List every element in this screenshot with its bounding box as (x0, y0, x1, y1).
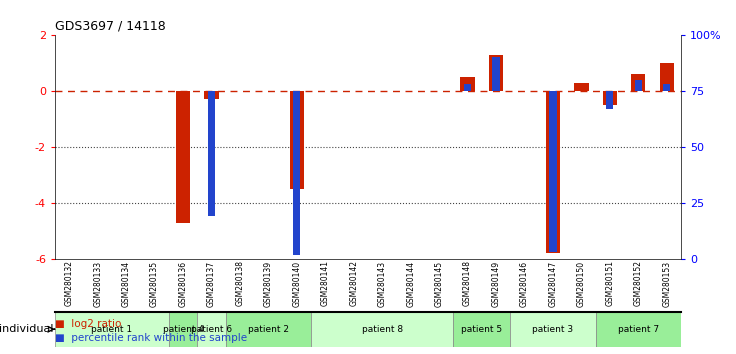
Bar (595, 312, 681, 347)
Bar (659, 63, 674, 91)
Text: individual: individual (0, 324, 54, 334)
Bar (663, 84, 670, 91)
Bar (464, 84, 471, 91)
Bar (574, 82, 589, 91)
Text: ■  log2 ratio: ■ log2 ratio (55, 319, 121, 329)
Bar (208, 91, 215, 216)
Text: patient 2: patient 2 (248, 325, 289, 334)
Text: patient 3: patient 3 (532, 325, 573, 334)
Text: GDS3697 / 14118: GDS3697 / 14118 (55, 19, 166, 33)
Bar (510, 312, 595, 347)
Bar (546, 91, 560, 253)
Text: patient 4: patient 4 (163, 325, 204, 334)
Bar (549, 91, 556, 252)
Text: patient 8: patient 8 (361, 325, 403, 334)
Bar (226, 312, 311, 347)
Text: ■  percentile rank within the sample: ■ percentile rank within the sample (55, 333, 247, 343)
Bar (606, 91, 613, 109)
Bar (453, 312, 510, 347)
Text: patient 1: patient 1 (91, 325, 132, 334)
Bar (197, 312, 226, 347)
Bar (205, 91, 219, 99)
Bar (603, 91, 617, 105)
Bar (631, 74, 645, 91)
Bar (634, 80, 642, 91)
Bar (55, 312, 169, 347)
Bar (176, 91, 190, 223)
Bar (169, 312, 197, 347)
Bar (492, 57, 500, 91)
Bar (294, 91, 300, 255)
Text: patient 5: patient 5 (461, 325, 503, 334)
Bar (461, 77, 475, 91)
Bar (311, 312, 453, 347)
Bar (489, 55, 503, 91)
Bar (290, 91, 304, 189)
Text: patient 7: patient 7 (618, 325, 659, 334)
Text: patient 6: patient 6 (191, 325, 232, 334)
